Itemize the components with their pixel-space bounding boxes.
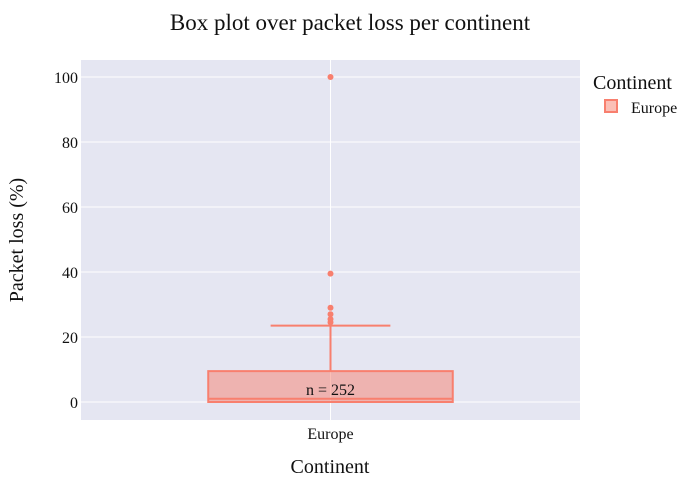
outlier-point[interactable] — [327, 74, 334, 80]
chart-title: Box plot over packet loss per continent — [170, 10, 531, 35]
x-tick-labels: Europe — [307, 426, 353, 443]
y-tick-label: 80 — [62, 135, 78, 152]
outlier-point[interactable] — [327, 316, 334, 323]
legend-swatch[interactable] — [604, 99, 618, 113]
y-tick-label: 20 — [62, 330, 78, 347]
y-tick-labels: 0 20 40 60 80 100 — [54, 70, 78, 412]
x-axis-title: Continent — [291, 456, 370, 478]
y-tick-label: 40 — [62, 265, 78, 282]
outlier-point[interactable] — [327, 270, 334, 277]
legend-label[interactable]: Europe — [631, 100, 677, 117]
y-axis-title: Packet loss (%) — [6, 178, 28, 302]
y-tick-label: 100 — [54, 70, 78, 87]
legend-title: Continent — [593, 72, 672, 94]
outlier-point[interactable] — [327, 311, 334, 318]
box-iqr[interactable] — [207, 370, 454, 403]
box-series: n = 252 — [207, 74, 454, 403]
legend[interactable]: Continent Europe — [593, 72, 677, 117]
x-tick-label: Europe — [307, 426, 353, 443]
y-tick-label: 0 — [70, 395, 78, 412]
y-tick-label: 60 — [62, 200, 78, 217]
count-annotation: n = 252 — [306, 382, 355, 399]
outlier-point[interactable] — [327, 304, 334, 311]
